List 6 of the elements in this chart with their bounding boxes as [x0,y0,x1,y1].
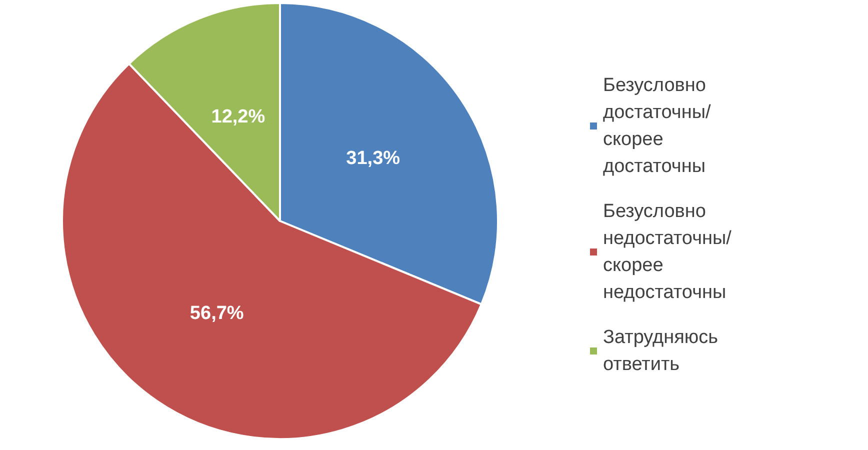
data-label: 31,3% [346,148,400,170]
legend-label: Затрудняюсь ответить [603,327,724,375]
data-label: 56,7% [190,303,244,324]
legend-label: Безусловно достаточны/ скорее достаточны [603,75,716,177]
legend-label: Безусловно недостаточны/ скорее недостаточны [603,201,737,303]
data-label: 12,2% [211,106,266,128]
